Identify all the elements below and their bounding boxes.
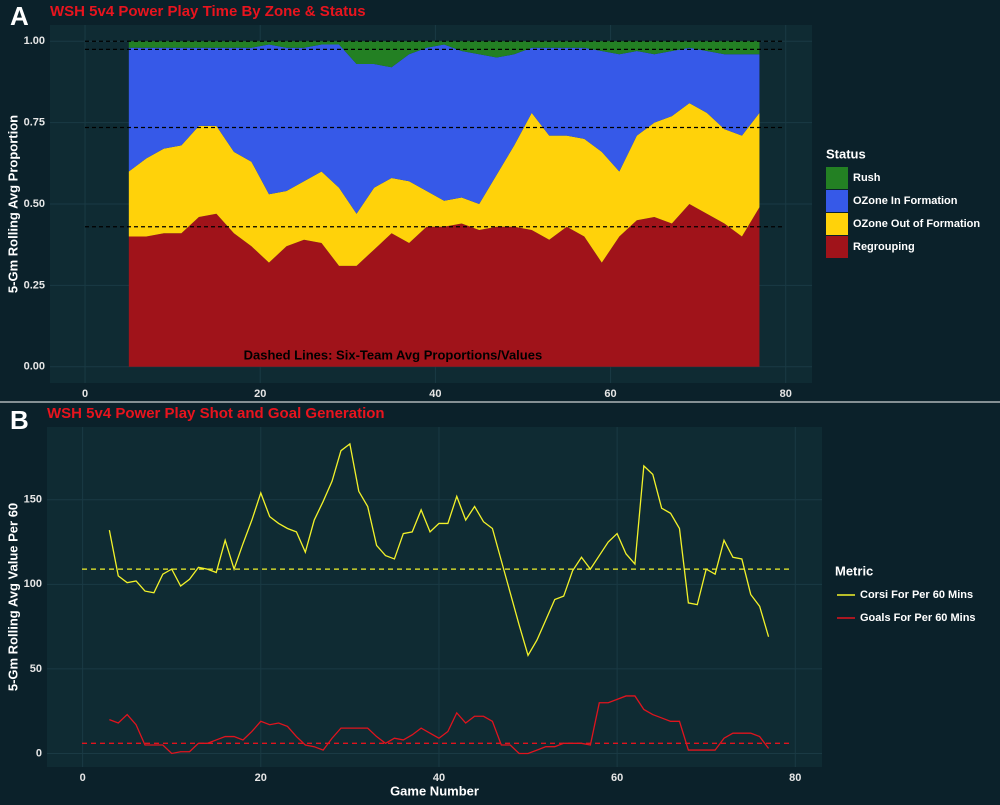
legend-label: OZone Out of Formation [853, 218, 980, 230]
legend-label: Goals For Per 60 Mins [860, 612, 976, 624]
series-line [109, 695, 770, 755]
chart-title: WSH 5v4 Power Play Shot and Goal Generat… [47, 405, 385, 422]
y-tick-label: 0.75 [24, 117, 45, 129]
x-tick-label: 0 [82, 388, 88, 400]
x-tick-label: 20 [254, 388, 266, 400]
y-tick-label: 100 [24, 578, 42, 590]
legend-key [826, 213, 848, 235]
legend-key [826, 190, 848, 212]
y-tick-label: 0.50 [24, 198, 45, 210]
x-tick-label: 0 [80, 772, 86, 784]
y-tick-label: 0.00 [24, 361, 45, 373]
x-tick-label: 80 [789, 772, 801, 784]
legend-key [826, 167, 848, 189]
y-axis-title: 5-Gm Rolling Avg Proportion [5, 115, 20, 293]
x-tick-label: 40 [433, 772, 445, 784]
x-tick-label: 40 [429, 388, 441, 400]
y-tick-label: 1.00 [24, 35, 45, 47]
area [128, 204, 760, 367]
x-tick-label: 20 [255, 772, 267, 784]
legend-label: Regrouping [853, 241, 915, 253]
y-tick-label: 0.25 [24, 279, 45, 291]
plot-panel [47, 427, 822, 767]
legend-title: Status [826, 146, 866, 161]
y-tick-label: 0 [36, 747, 42, 759]
legend-key [826, 236, 848, 258]
panel-letter: B [10, 405, 29, 435]
area [128, 44, 760, 214]
area [128, 103, 760, 266]
y-axis-title: 5-Gm Rolling Avg Value Per 60 [5, 503, 20, 691]
series-line [108, 442, 770, 657]
x-tick-label: 80 [780, 388, 792, 400]
x-axis-title: Game Number [390, 783, 479, 798]
x-tick-label: 60 [611, 772, 623, 784]
legend-label: Corsi For Per 60 Mins [860, 589, 973, 601]
chart-title: WSH 5v4 Power Play Time By Zone & Status [50, 3, 366, 20]
panel-letter: A [10, 1, 29, 31]
annotation: Dashed Lines: Six-Team Avg Proportions/V… [244, 347, 543, 362]
legend-title: Metric [835, 563, 873, 578]
legend-label: OZone In Formation [853, 195, 958, 207]
area [128, 41, 760, 68]
y-tick-label: 150 [24, 494, 42, 506]
x-tick-label: 60 [604, 388, 616, 400]
legend-label: Rush [853, 172, 881, 184]
y-tick-label: 50 [30, 663, 42, 675]
